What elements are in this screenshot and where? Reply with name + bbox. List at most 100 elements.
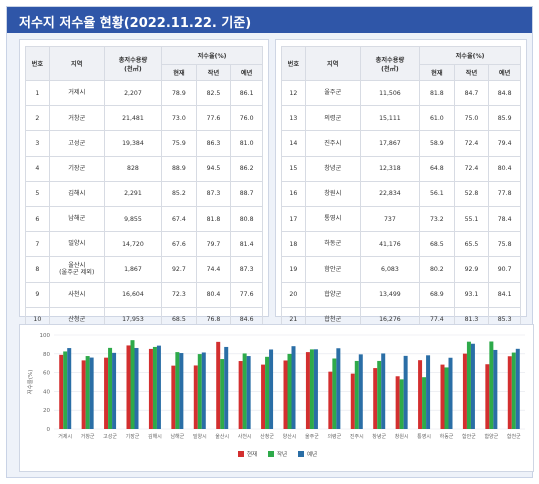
- row-number: 13: [281, 105, 306, 132]
- y-tick-label: 80: [43, 352, 50, 358]
- region-name: 기장군: [68, 164, 86, 172]
- region-name: 하동군: [324, 240, 342, 248]
- bar-예년: [201, 352, 206, 429]
- bar-현재: [59, 354, 64, 429]
- row-current-rate: 58.9: [419, 130, 455, 157]
- row-current-rate: 88.9: [161, 155, 197, 182]
- x-tick-label: 산청군: [260, 433, 274, 440]
- header-rate: 저수율(%): [161, 46, 263, 65]
- bar-현재: [373, 368, 378, 429]
- table-row: 12 울주군 11,506 81.8 84.7 84.8: [281, 79, 521, 107]
- row-last-year-rate: 52.8: [453, 180, 490, 207]
- row-capacity: 11,506: [359, 79, 421, 107]
- bar-현재: [238, 361, 243, 429]
- row-number: 17: [281, 205, 306, 233]
- table-row: 4 기장군 828 88.9 94.5 86.2: [25, 155, 263, 182]
- x-tick-label: 울주군: [305, 434, 319, 440]
- bar-작년: [152, 346, 157, 429]
- region-name: 진주시: [324, 139, 342, 147]
- row-number: 4: [25, 155, 50, 182]
- table-row: 1 거제시 2,207 78.9 82.5 86.1: [25, 79, 263, 107]
- table-row: 20 합양군 13,499 68.9 93.1 84.1: [281, 281, 521, 308]
- bar-예년: [67, 348, 72, 429]
- bar-예년: [493, 349, 498, 429]
- row-current-rate: 64.8: [419, 155, 455, 182]
- row-current-rate: 72.3: [161, 281, 197, 308]
- row-number: 1: [25, 79, 50, 107]
- bar-현재: [171, 365, 176, 429]
- x-tick-label: 창녕군: [372, 433, 386, 440]
- bar-작년: [63, 351, 68, 429]
- row-current-rate: 73.2: [419, 205, 455, 233]
- bar-예년: [156, 345, 161, 429]
- bar-작년: [332, 358, 337, 429]
- bar-작년: [130, 340, 135, 429]
- header-normal: 예년: [230, 64, 263, 81]
- bar-예년: [224, 346, 229, 429]
- bar-현재: [305, 352, 310, 429]
- table-row: 16 창원시 22,834 56.1 52.8 77.8: [281, 180, 521, 207]
- region-name: 통영시: [324, 215, 342, 223]
- y-tick-label: 100: [40, 333, 51, 339]
- row-last-year-rate: 72.4: [453, 130, 490, 157]
- bar-작년: [511, 352, 516, 429]
- row-region: 함안군: [304, 256, 361, 283]
- bar-현재: [485, 364, 490, 429]
- row-region: 울주군: [304, 79, 361, 107]
- x-tick-label: 밀양시: [193, 433, 207, 440]
- table-row: 7 밀양시 14,720 67.6 79.7 81.4: [25, 231, 263, 258]
- bar-예년: [448, 357, 453, 429]
- header-rate: 저수율(%): [419, 46, 521, 65]
- row-capacity: 6,083: [359, 256, 421, 283]
- x-tick-label: 창원시: [395, 433, 409, 440]
- row-capacity: 14,720: [103, 231, 163, 258]
- bar-예년: [179, 353, 184, 429]
- row-current-rate: 85.2: [161, 180, 197, 207]
- bar-현재: [261, 364, 266, 429]
- legend-label: 예년: [307, 450, 317, 458]
- bar-현재: [126, 345, 131, 429]
- bar-작년: [265, 356, 270, 429]
- row-normal-rate: 79.4: [488, 130, 521, 157]
- bar-예년: [336, 348, 341, 429]
- bar-예년: [470, 343, 475, 429]
- bar-작년: [377, 360, 382, 429]
- y-tick-label: 20: [43, 408, 50, 414]
- table-row: 5 김해시 2,291 85.2 87.3 88.7: [25, 180, 263, 207]
- region-name: 남해군: [68, 215, 86, 223]
- x-tick-label: 함안군: [462, 433, 476, 440]
- row-current-rate: 68.9: [419, 281, 455, 308]
- row-number: 20: [281, 281, 306, 308]
- row-region: 고성군: [48, 130, 105, 157]
- bar-작년: [422, 377, 427, 429]
- row-normal-rate: 77.6: [230, 281, 263, 308]
- region-name: 창원시: [324, 190, 342, 198]
- bar-현재: [418, 360, 423, 429]
- report-frame: 저수지 저수율 현황(2022.11.22. 기준) 번호 지역 총저수용량 (천…: [6, 6, 534, 478]
- right-table: 번호 지역 총저수용량 (천㎥) 저수율(%) 현재 작년 예년 12 울주군 11,…: [281, 46, 521, 359]
- row-normal-rate: 86.2: [230, 155, 263, 182]
- row-current-rate: 73.0: [161, 105, 197, 132]
- region-name: 함안군: [324, 265, 342, 273]
- row-region: 기장군: [48, 155, 105, 182]
- legend-label: 현재: [247, 450, 257, 458]
- x-tick-label: 합천군: [507, 433, 521, 440]
- row-region: 진주시: [304, 130, 361, 157]
- bar-현재: [193, 365, 198, 429]
- row-number: 2: [25, 105, 50, 132]
- legend-label: 작년: [277, 450, 287, 458]
- row-region: 하동군: [304, 231, 361, 258]
- row-region: 남해군: [48, 205, 105, 233]
- header-capacity-line1: 총저수용량: [375, 56, 405, 64]
- region-name: 고성군: [68, 139, 86, 147]
- x-tick-label: 고성군: [103, 433, 117, 440]
- bar-현재: [104, 357, 109, 429]
- legend-swatch: [298, 451, 304, 457]
- x-tick-label: 남해군: [170, 433, 184, 440]
- row-capacity: 737: [359, 205, 421, 233]
- bar-작년: [399, 379, 404, 429]
- reservoir-rate-bar-chart: 0 20 40 60 80 100 저수율(%) 거제시 거창군 고성군 기장군 김해시 남해군 밀양시 울…: [26, 333, 525, 458]
- row-last-year-rate: 94.5: [195, 155, 232, 182]
- x-tick-label: 울산시: [215, 433, 229, 440]
- bar-현재: [462, 353, 467, 429]
